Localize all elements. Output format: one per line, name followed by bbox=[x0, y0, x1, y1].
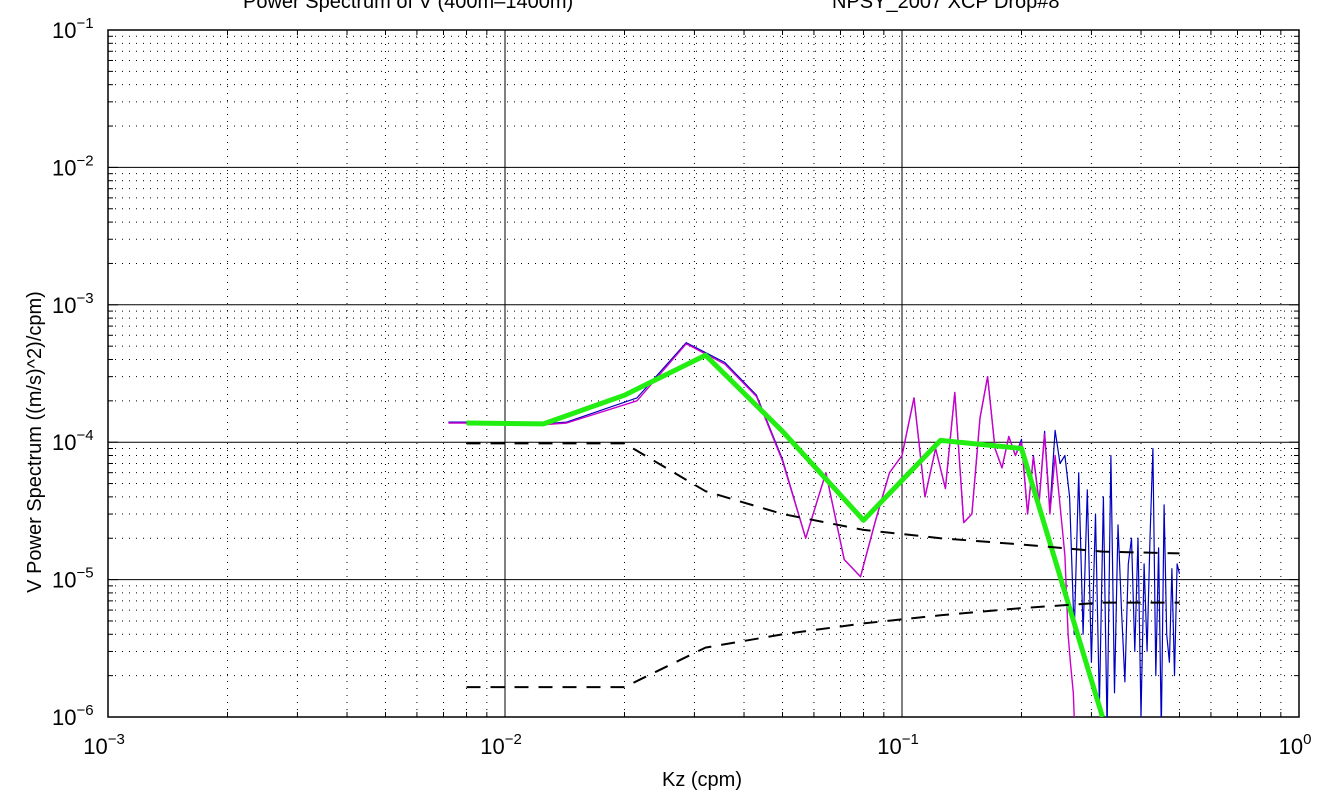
y-tick-label: 10−1 bbox=[52, 15, 94, 43]
y-axis-label: V Power Spectrum ((m/s)^2)/cpm) bbox=[24, 291, 46, 593]
series-line-5 bbox=[466, 601, 1180, 689]
plot-frame bbox=[107, 29, 1300, 718]
y-tick-label: 10−3 bbox=[52, 290, 94, 318]
y-tick-label: 10−2 bbox=[52, 152, 94, 180]
grid-major bbox=[108, 30, 1299, 717]
x-tick-label: 10−3 bbox=[83, 731, 125, 759]
x-tick-labels: 10−3 10−2 10−1 100 bbox=[83, 731, 1311, 759]
y-tick-label: 10−4 bbox=[52, 427, 94, 455]
x-tick-label: 100 bbox=[1279, 731, 1312, 759]
series-line-4 bbox=[466, 442, 1180, 555]
x-tick-label: 10−2 bbox=[480, 731, 522, 759]
series-line-3 bbox=[466, 352, 1105, 717]
x-axis-label: Kz (cpm) bbox=[662, 769, 742, 791]
chart-title-right: NPSY_2007 XCP Drop#8 bbox=[832, 0, 1060, 13]
y-tick-label: 10−5 bbox=[52, 565, 94, 593]
series-line-2 bbox=[448, 343, 1075, 717]
chart-title-left: Power Spectrum of V (400m–1400m) bbox=[243, 0, 573, 13]
axis-ticks bbox=[107, 29, 1300, 718]
series-layer bbox=[448, 342, 1181, 717]
x-tick-label: 10−1 bbox=[877, 731, 919, 759]
y-tick-label: 10−6 bbox=[52, 702, 94, 730]
y-tick-labels: 10−6 10−5 10−4 10−3 10−2 10−1 bbox=[52, 15, 94, 730]
grid-minor bbox=[108, 30, 1299, 717]
